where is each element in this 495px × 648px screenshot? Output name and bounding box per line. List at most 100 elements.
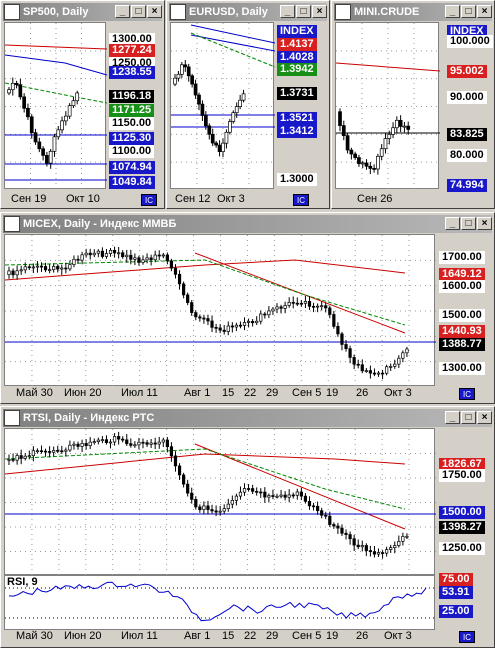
candle-body (251, 488, 255, 492)
close-button[interactable]: × (477, 5, 492, 18)
candle-body (133, 444, 137, 447)
candle-body (231, 112, 236, 122)
rsi-label: RSI, 9 (7, 576, 38, 588)
price-label: 100.000 (447, 35, 493, 48)
candle-body (295, 302, 299, 305)
candle-body (60, 120, 64, 131)
candle-body (84, 443, 88, 446)
candle-body (72, 443, 76, 446)
minimize-button[interactable]: _ (115, 5, 130, 18)
candle-body (352, 538, 356, 546)
candle-body (52, 266, 56, 271)
minimize-button[interactable]: _ (445, 217, 460, 230)
chart-app-icon[interactable] (4, 410, 20, 426)
chart-app-icon[interactable] (170, 4, 186, 20)
candle-body (182, 474, 186, 485)
candle-body (157, 441, 161, 445)
candle-body (35, 265, 40, 268)
rtsi-titlebar[interactable]: RTSI, Daily - Индекс РТС _ □ × (3, 409, 492, 427)
ma-level-label: 1277.24 (109, 44, 155, 57)
maximize-button[interactable]: □ (296, 5, 311, 18)
candle-body (27, 266, 31, 269)
candle-body (161, 254, 165, 257)
ma-level-label: 1.3942 (277, 63, 317, 76)
candle-body (372, 551, 377, 555)
micex-titlebar[interactable]: MICEX, Daily - Индекс ММВБ _ □ × (3, 215, 492, 233)
candle-body (121, 252, 125, 258)
indicator-icon[interactable]: IC (293, 194, 309, 206)
candle-body (23, 455, 27, 459)
candle-body (338, 111, 342, 126)
candle-body (405, 348, 409, 354)
close-button[interactable]: × (147, 5, 162, 18)
rsi-plot[interactable]: RSI, 9 (4, 575, 436, 630)
candle-body (372, 168, 376, 170)
minimize-button[interactable]: _ (280, 5, 295, 18)
level-label: 1074.94 (109, 161, 155, 174)
candle-body (320, 305, 324, 308)
ma-level-label: 95.002 (447, 65, 487, 78)
chart-app-icon[interactable] (4, 4, 20, 20)
candle-body (193, 83, 198, 96)
candle-body (186, 483, 190, 494)
date-tick: Сен 5 (292, 630, 322, 642)
candle-body (234, 324, 238, 328)
maximize-button[interactable]: □ (461, 5, 476, 18)
candle-body (316, 305, 320, 308)
close-button[interactable]: × (477, 217, 492, 230)
crude-plot[interactable] (335, 22, 441, 190)
candle-body (401, 536, 405, 542)
date-tick: Окт 10 (66, 193, 100, 205)
date-tick: 15 (222, 630, 235, 642)
eurusd-titlebar[interactable]: EURUSD, Daily _ □ × (169, 3, 327, 21)
chart-app-icon[interactable] (4, 216, 20, 232)
minimize-button[interactable]: _ (445, 411, 460, 424)
candle-body (271, 495, 275, 497)
close-button[interactable]: × (312, 5, 327, 18)
candle-body (207, 125, 212, 135)
candle-body (80, 443, 84, 447)
eurusd-plot[interactable] (170, 22, 276, 190)
date-tick: 19 (326, 387, 339, 399)
candle-body (31, 450, 35, 457)
candle-body (332, 524, 336, 527)
candle-body (397, 541, 401, 546)
date-tick: 29 (266, 630, 279, 642)
candle-body (48, 269, 52, 272)
candle-body (336, 325, 340, 335)
candle-body (376, 372, 381, 375)
date-tick: Авг 1 (184, 630, 211, 642)
last-price-label: 1398.27 (439, 521, 485, 534)
sp500-plot[interactable] (4, 22, 108, 190)
series-line (4, 259, 406, 326)
candle-body (303, 301, 308, 304)
crude-titlebar[interactable]: MINI.CRUDE _ □ × (334, 3, 492, 21)
micex-title: MICEX, Daily - Индекс ММВБ (23, 218, 177, 230)
candle-body (393, 545, 397, 548)
maximize-button[interactable]: □ (461, 217, 476, 230)
sp500-window: SP500, Daily _ □ × 1300.00 1277.24 1250.… (0, 0, 165, 209)
candle-body (165, 254, 169, 262)
level-label: 1.3521 (277, 112, 317, 125)
candle-body (360, 545, 364, 548)
maximize-button[interactable]: □ (131, 5, 146, 18)
candle-body (320, 510, 324, 516)
chart-app-icon[interactable] (335, 4, 351, 20)
maximize-button[interactable]: □ (461, 411, 476, 424)
candle-body (214, 142, 218, 146)
close-button[interactable]: × (477, 411, 492, 424)
candle-body (406, 125, 411, 130)
sp500-title: SP500, Daily (23, 6, 89, 18)
minimize-button[interactable]: _ (445, 5, 460, 18)
indicator-icon[interactable]: IC (141, 194, 157, 206)
sp500-titlebar[interactable]: SP500, Daily _ □ × (3, 3, 162, 21)
candle-body (267, 495, 271, 498)
indicator-icon[interactable]: IC (459, 388, 475, 400)
indicator-icon[interactable]: IC (459, 631, 475, 643)
micex-plot[interactable] (4, 234, 436, 387)
series-line (4, 448, 406, 510)
candle-body (161, 439, 165, 443)
candle-body (405, 535, 409, 538)
rtsi-plot[interactable] (4, 428, 436, 576)
candle-body (52, 136, 57, 152)
